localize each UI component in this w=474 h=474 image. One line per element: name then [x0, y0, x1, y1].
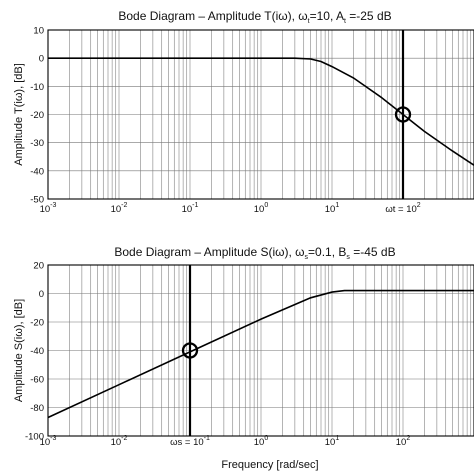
x-tick-label: 100 [254, 202, 269, 215]
marker-circle [181, 342, 199, 359]
y-tick-label: -20 [30, 318, 44, 329]
x-tick-label: ωt = 102 [385, 202, 420, 215]
y-tick-label: -100 [25, 432, 44, 443]
x-tick-label: 100 [254, 435, 269, 448]
x-tick-label: 10-2 [111, 435, 128, 448]
y-tick-label: -80 [30, 403, 44, 414]
x-tick-label: 101 [325, 435, 340, 448]
series-line [48, 57, 474, 166]
y-tick-label: 20 [33, 261, 44, 272]
x-tick-label: 10-3 [40, 202, 57, 215]
plot-frame [47, 29, 474, 200]
marker-circle [394, 106, 412, 123]
y-tick-label: 10 [33, 26, 44, 37]
y-tick-label: 0 [39, 289, 44, 300]
x-tick-label: 101 [325, 202, 340, 215]
series-line [47, 289, 474, 419]
plot-frame [47, 264, 474, 437]
x-tick-label: 102 [396, 435, 411, 448]
y-tick-label: -60 [30, 375, 44, 386]
x-tick-label: ωs = 10-1 [170, 435, 210, 448]
y-tick-label: 0 [39, 54, 44, 65]
x-axis-label: Frequency [rad/sec] [221, 459, 318, 471]
y-tick-label: -10 [30, 82, 44, 93]
x-tick-label: 10-2 [111, 202, 128, 215]
y-tick-label: -20 [30, 110, 44, 121]
y-tick-label: -40 [30, 166, 44, 177]
chart-title: Bode Diagram – Amplitude S(iω), ωs=0.1, … [114, 245, 395, 261]
y-tick-label: -50 [30, 195, 44, 206]
x-tick-label: 10-1 [182, 202, 199, 215]
y-tick-label: -40 [30, 346, 44, 357]
y-axis-label: Amplitude S(iω), [dB] [13, 299, 25, 402]
x-tick-label: 10-3 [40, 435, 57, 448]
y-tick-label: -30 [30, 138, 44, 149]
chart-title: Bode Diagram – Amplitude T(iω), ωt=10, A… [118, 9, 391, 25]
y-axis-label: Amplitude T(iω), [dB] [13, 63, 25, 166]
